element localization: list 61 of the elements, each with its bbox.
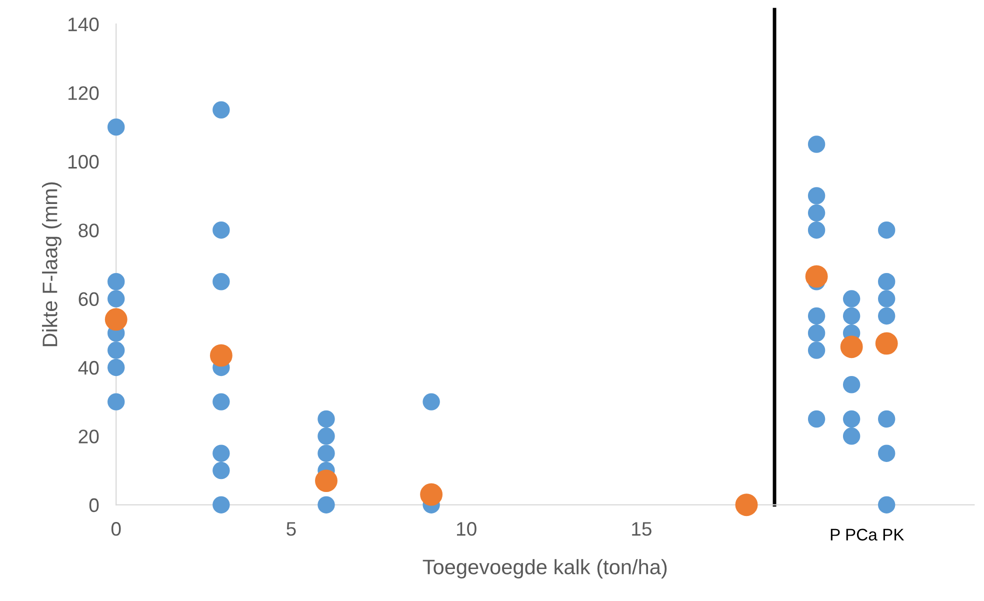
point — [735, 494, 758, 516]
point — [878, 444, 896, 462]
point — [878, 410, 896, 428]
point — [318, 410, 335, 428]
point — [842, 290, 860, 308]
point — [108, 290, 125, 308]
point — [104, 308, 128, 331]
point — [212, 496, 230, 514]
point — [212, 101, 230, 119]
point — [878, 221, 896, 239]
point — [842, 428, 860, 445]
point — [878, 290, 896, 308]
point — [108, 342, 125, 359]
point — [318, 428, 335, 445]
y-tick-label: 100 — [68, 154, 99, 169]
point — [108, 393, 125, 410]
y-tick-label: 20 — [78, 430, 99, 444]
text: P PCa PK — [830, 528, 904, 541]
point — [805, 265, 828, 288]
point — [842, 376, 860, 394]
point — [210, 344, 232, 367]
point — [212, 462, 230, 480]
y-tick-label: 120 — [68, 86, 99, 100]
y-tick-label: 0 — [89, 498, 99, 512]
point — [212, 444, 230, 462]
point — [878, 496, 896, 514]
point — [808, 307, 826, 325]
point — [108, 118, 125, 136]
point — [878, 307, 896, 325]
x-tick-label: 5 — [286, 522, 296, 536]
point — [808, 204, 826, 222]
y-tick-label: 140 — [68, 18, 99, 32]
point — [212, 393, 230, 410]
x-axis-title: Toegevoegde kalk (ton/ha) — [422, 559, 667, 578]
point — [212, 221, 230, 239]
y-axis-title: Dikte F-laag (mm) — [42, 182, 62, 346]
point — [808, 221, 826, 239]
point — [808, 342, 826, 359]
point — [108, 358, 125, 376]
y-tick-label: 80 — [78, 224, 99, 238]
point — [318, 496, 335, 514]
point — [840, 336, 863, 358]
point — [422, 393, 440, 410]
point — [420, 483, 443, 506]
point — [318, 444, 335, 462]
y-tick-label: 60 — [78, 292, 99, 306]
point — [875, 332, 898, 355]
point — [808, 410, 826, 428]
x-tick-label: 0 — [111, 522, 121, 536]
x-tick-label: 10 — [457, 522, 476, 536]
y-tick-label: 40 — [78, 360, 99, 375]
point — [212, 273, 230, 290]
point — [808, 187, 826, 204]
point — [315, 470, 338, 492]
point — [808, 136, 826, 153]
point — [878, 273, 896, 290]
point — [842, 410, 860, 428]
x-tick-label: 15 — [632, 522, 652, 536]
point — [842, 307, 860, 325]
point — [108, 273, 125, 290]
point — [808, 324, 826, 342]
